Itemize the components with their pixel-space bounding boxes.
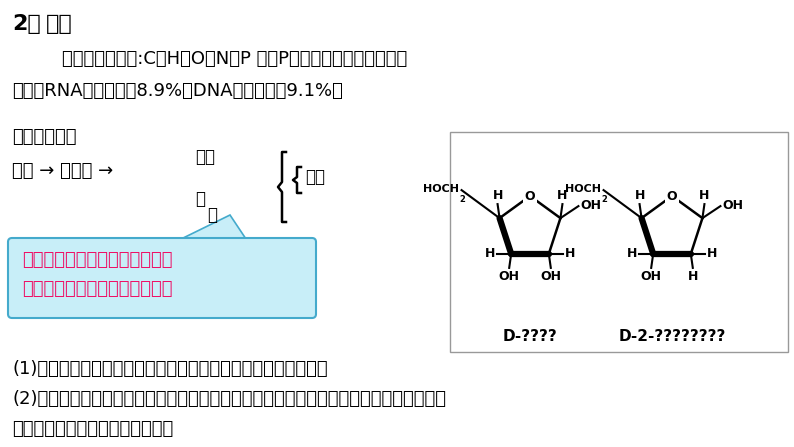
Text: 核酸的基本单元，核苷酸一个接: 核酸的基本单元，核苷酸一个接 (22, 251, 172, 269)
Text: 2: 2 (460, 195, 465, 204)
Text: OH: OH (580, 198, 601, 211)
Text: O: O (667, 190, 677, 202)
Text: 核: 核 (195, 190, 205, 208)
Text: 碱: 碱 (207, 206, 217, 224)
Polygon shape (175, 215, 248, 242)
Text: 核酸的组成：: 核酸的组成： (12, 128, 76, 146)
Text: 恒定：RNA平均含磷量8.9%，DNA平均含磷量9.1%。: 恒定：RNA平均含磷量8.9%，DNA平均含磷量9.1%。 (12, 82, 343, 100)
Text: 核酸 → 核苷酸 →: 核酸 → 核苷酸 → (12, 162, 114, 180)
Text: H: H (688, 270, 698, 283)
Text: OH: OH (499, 270, 520, 283)
Text: 一个形成的聚核苷酸链就是核酸: 一个形成的聚核苷酸链就是核酸 (22, 280, 172, 298)
Text: HOCH: HOCH (565, 184, 600, 194)
Text: 磷酸: 磷酸 (195, 148, 215, 166)
Text: H: H (626, 247, 638, 261)
Text: 组成: 组成 (46, 14, 73, 34)
Text: 核酸的元素组成:C、H、O、N、P 其中P在各种核酸中的含量比较: 核酸的元素组成:C、H、O、N、P 其中P在各种核酸中的含量比较 (62, 50, 407, 68)
Text: OH: OH (723, 198, 743, 211)
Text: H: H (557, 189, 568, 202)
Text: H: H (634, 189, 645, 202)
Text: O: O (525, 190, 535, 202)
Text: H: H (565, 247, 575, 261)
Text: (1)核酸是一种生物大分子，是由许多核苷酸单体形成的聚合物。: (1)核酸是一种生物大分子，是由许多核苷酸单体形成的聚合物。 (12, 360, 328, 378)
Text: D-????: D-???? (503, 329, 557, 344)
Text: 戊糖: 戊糖 (305, 168, 325, 186)
Text: 在核酸中以环状结构的形式存在。: 在核酸中以环状结构的形式存在。 (12, 420, 173, 438)
Text: OH: OH (641, 270, 661, 283)
Text: 2．: 2． (12, 14, 40, 34)
Text: H: H (485, 247, 495, 261)
Text: D-2-????????: D-2-???????? (619, 329, 726, 344)
Text: OH: OH (540, 270, 561, 283)
Text: H: H (707, 247, 717, 261)
Text: (2)核苷酸水解得到磷酸和核苷，核苷水解得到戊糖和碱基，其中戊糖有脱氧核糖和核糖，: (2)核苷酸水解得到磷酸和核苷，核苷水解得到戊糖和碱基，其中戊糖有脱氧核糖和核糖… (12, 390, 446, 408)
Text: HOCH: HOCH (422, 184, 459, 194)
Text: 2: 2 (602, 195, 607, 204)
FancyBboxPatch shape (8, 238, 316, 318)
Text: H: H (700, 189, 710, 202)
Bar (450, 132, 788, 352)
Text: H: H (492, 189, 503, 202)
